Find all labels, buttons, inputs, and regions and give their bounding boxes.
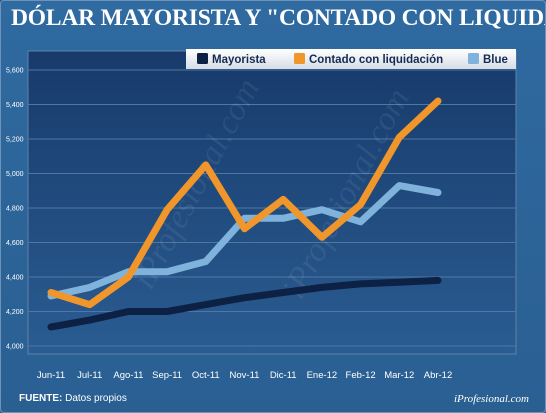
plot-area bbox=[27, 50, 517, 355]
series-line-mayorista bbox=[47, 276, 442, 331]
legend-label-mayorista: Mayorista bbox=[212, 54, 266, 66]
x-tick-label: Jul-11 bbox=[77, 370, 102, 381]
y-tick-label: 5,200 bbox=[6, 137, 24, 144]
source-note: FUENTE: Datos propios bbox=[19, 393, 127, 404]
x-tick-label: Jun-11 bbox=[37, 370, 65, 381]
x-tick-label: Feb-12 bbox=[346, 370, 376, 381]
source-text: Datos propios bbox=[65, 393, 127, 404]
legend-label-contado-con-liquidaci-n: Contado con liquidación bbox=[309, 54, 443, 66]
source-label: FUENTE: bbox=[19, 393, 63, 404]
y-tick-label: 5,000 bbox=[6, 171, 24, 178]
y-tick-label: 4,200 bbox=[6, 309, 24, 316]
x-tick-label: Sep-11 bbox=[152, 370, 182, 381]
y-tick-label: 4,800 bbox=[6, 206, 24, 213]
x-tick-label: Ago-11 bbox=[113, 370, 143, 381]
y-tick-label: 4,600 bbox=[6, 240, 24, 247]
x-tick-label: Nov-11 bbox=[230, 370, 260, 381]
chart-title: DÓLAR MAYORISTA Y "CONTADO CON LIQUIDACI… bbox=[11, 5, 545, 31]
y-tick-label: 5,600 bbox=[6, 68, 24, 75]
legend-box bbox=[186, 49, 516, 69]
brand-text: iProfesional.com bbox=[453, 393, 529, 405]
y-tick-label: 4,400 bbox=[6, 275, 24, 282]
legend-label-blue: Blue bbox=[483, 54, 508, 66]
legend-swatch-blue bbox=[468, 53, 479, 64]
y-tick-label: 5,400 bbox=[6, 102, 24, 109]
x-tick-label: Oct-11 bbox=[192, 370, 220, 381]
legend-swatch-mayorista bbox=[197, 53, 208, 64]
x-tick-label: Mar-12 bbox=[384, 370, 414, 381]
y-tick-label: 4,000 bbox=[6, 344, 24, 351]
legend-swatch-contado-con-liquidaci-n bbox=[294, 53, 305, 64]
x-tick-label: Abr-12 bbox=[424, 370, 453, 381]
series-line-blue bbox=[47, 182, 442, 300]
x-tick-label: Ene-12 bbox=[307, 370, 338, 381]
x-tick-label: Dic-11 bbox=[270, 370, 297, 381]
series-line-contado-con-liquidaci-n bbox=[47, 97, 442, 309]
